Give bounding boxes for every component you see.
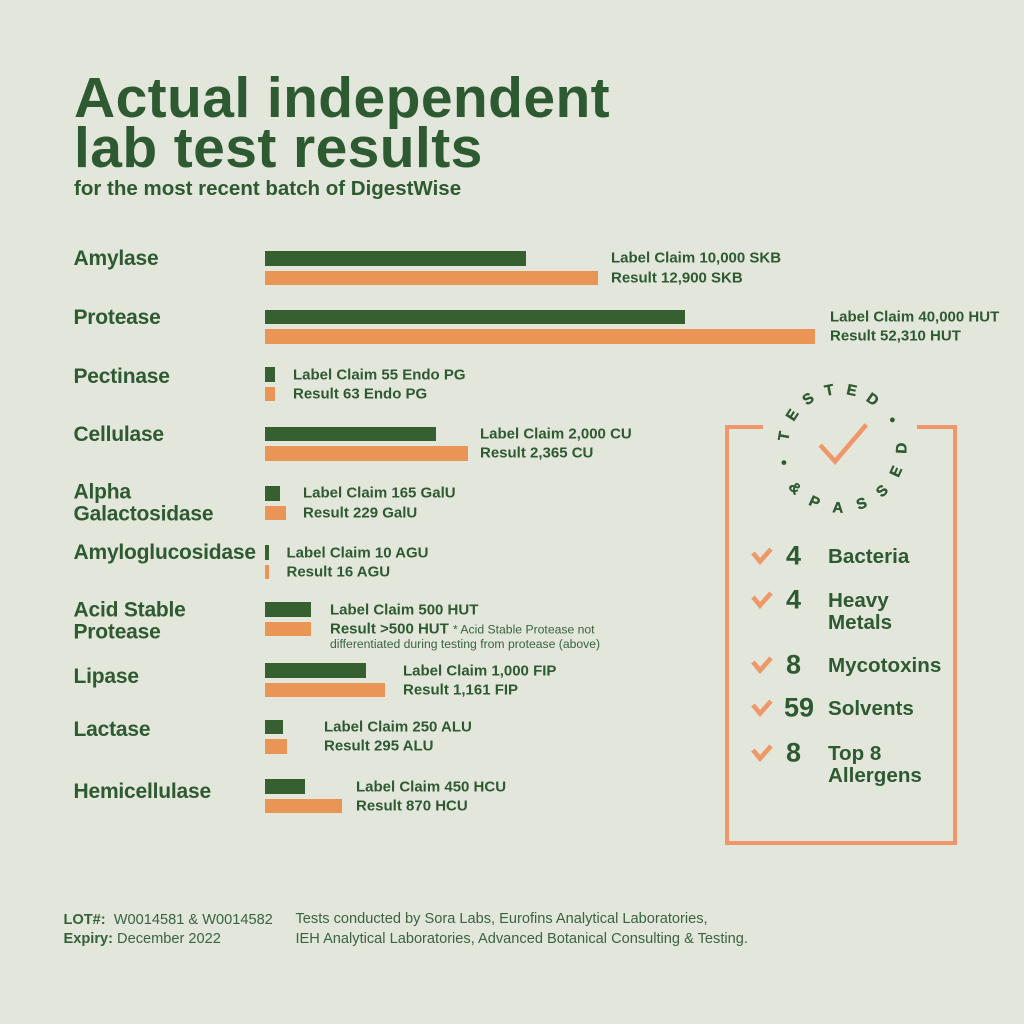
svg-text:D: D bbox=[863, 390, 882, 410]
svg-text:E: E bbox=[887, 464, 907, 480]
svg-text:E: E bbox=[783, 406, 803, 424]
svg-text:A: A bbox=[832, 499, 844, 516]
svg-text:S: S bbox=[799, 389, 817, 409]
svg-text:D: D bbox=[893, 442, 910, 454]
svg-text:T: T bbox=[775, 430, 793, 442]
svg-text:&: & bbox=[785, 479, 805, 499]
svg-text:P: P bbox=[806, 493, 822, 513]
svg-text:S: S bbox=[873, 482, 892, 501]
svg-text:E: E bbox=[845, 381, 858, 400]
svg-text:T: T bbox=[823, 381, 835, 399]
svg-text:S: S bbox=[854, 494, 869, 513]
